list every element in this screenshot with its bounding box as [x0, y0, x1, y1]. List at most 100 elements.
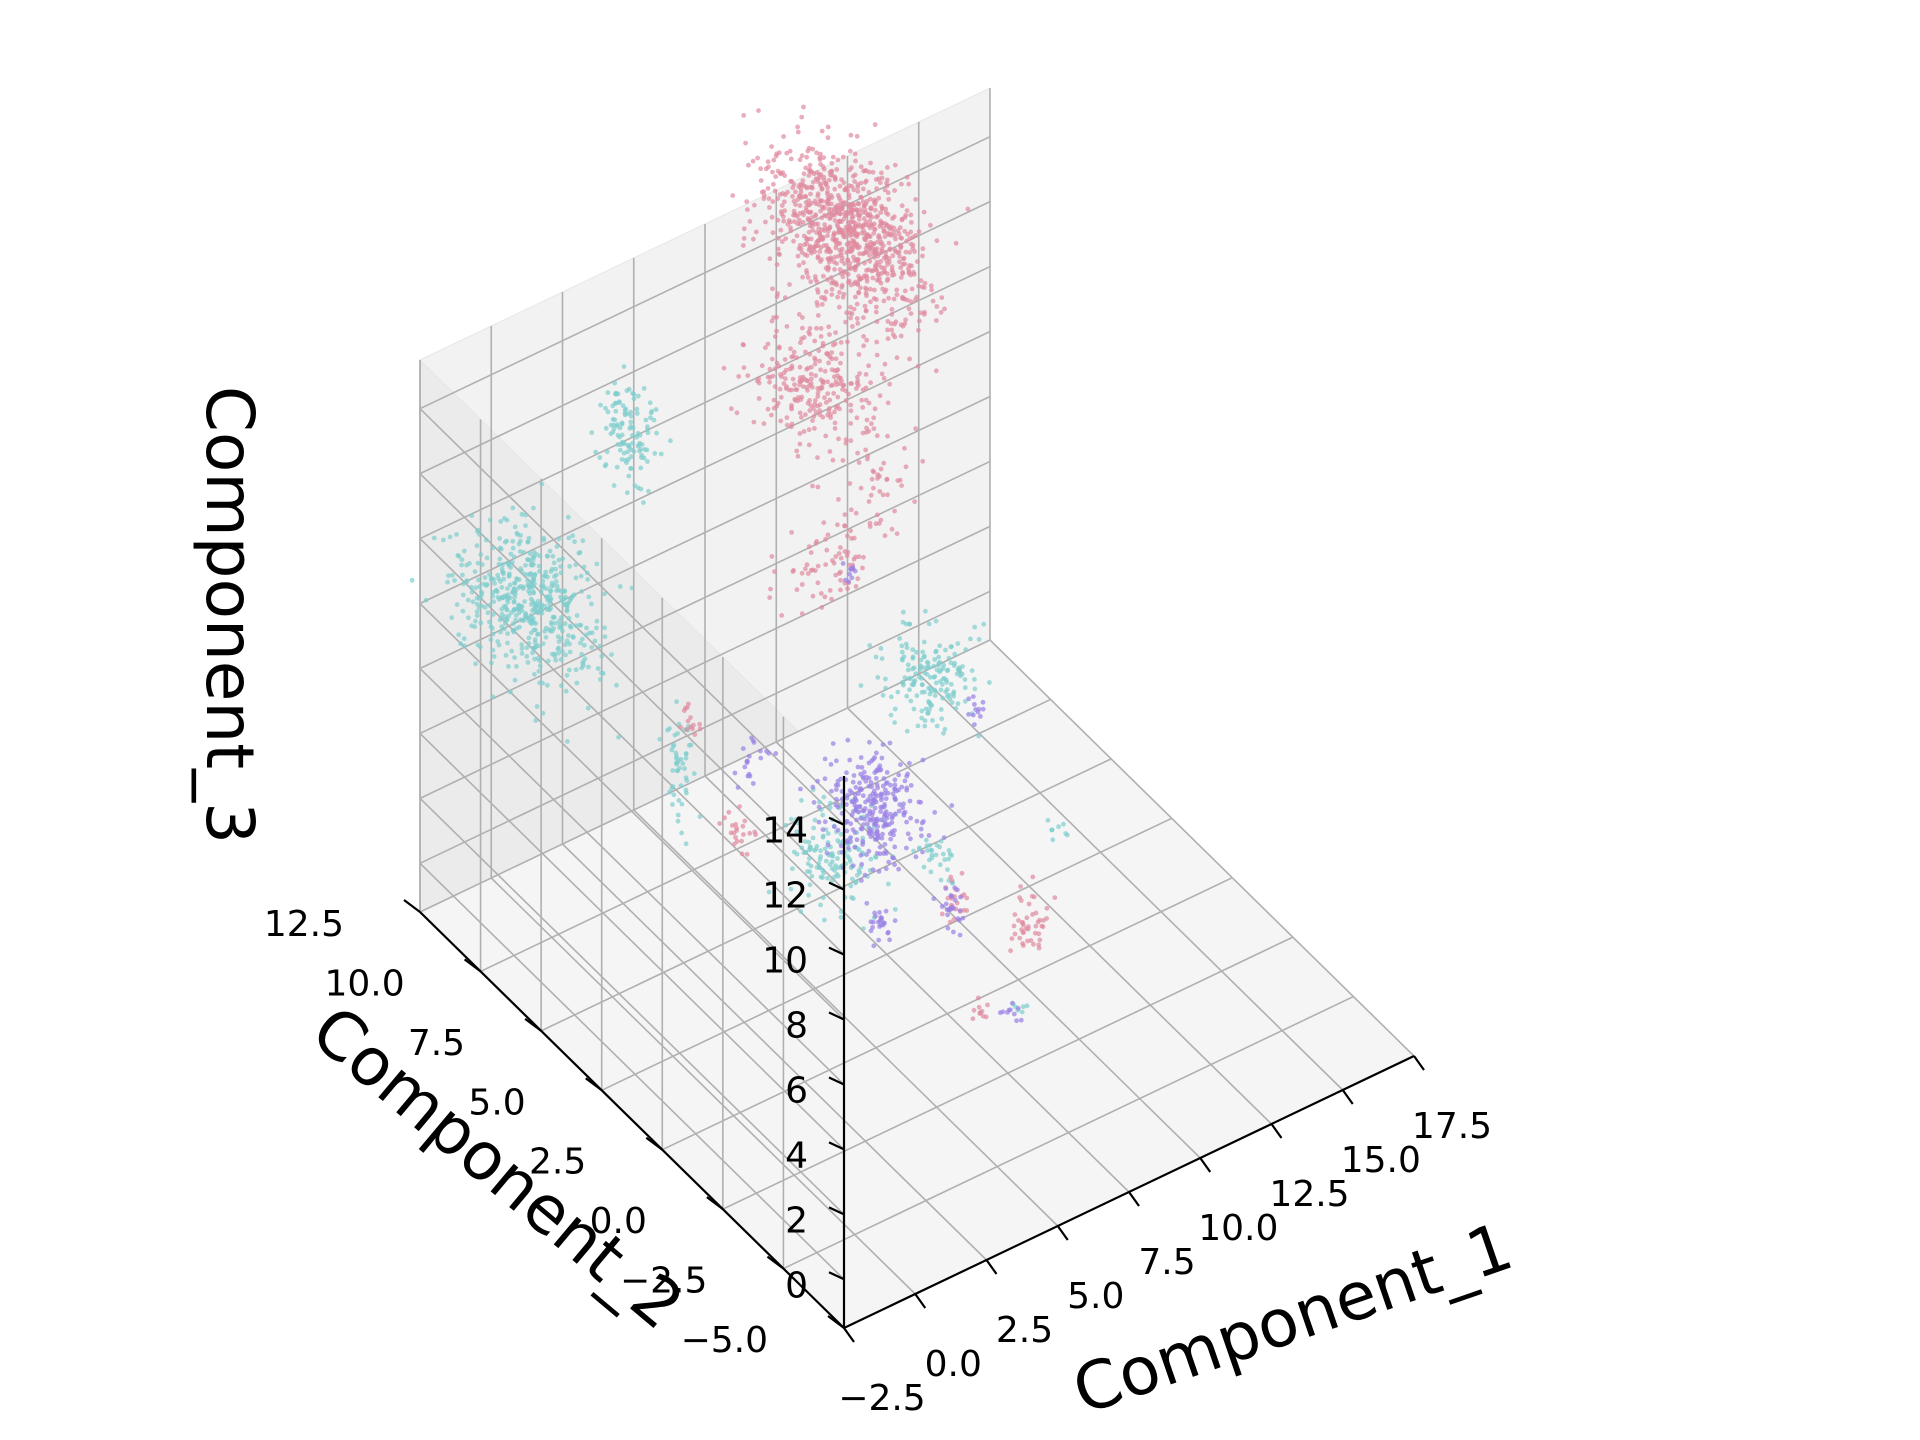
data-point [914, 818, 920, 824]
data-point [456, 632, 462, 638]
data-point [876, 195, 882, 201]
data-point [948, 660, 954, 666]
data-point [940, 682, 945, 687]
data-point [540, 578, 546, 584]
data-point [927, 686, 933, 691]
data-point [556, 557, 562, 563]
data-point [793, 387, 798, 392]
data-point [797, 431, 803, 436]
data-point [972, 722, 977, 727]
data-point [765, 341, 771, 347]
data-point [851, 254, 856, 260]
data-point [621, 450, 627, 456]
grid-line-z-back [419, 265, 991, 540]
data-point [845, 737, 851, 743]
data-point [558, 564, 563, 569]
data-point [856, 217, 862, 222]
data-point [780, 191, 786, 196]
data-point [825, 277, 830, 283]
data-point [915, 259, 920, 264]
data-point [852, 202, 857, 208]
data-point [871, 426, 877, 431]
data-point [813, 409, 819, 415]
data-point [511, 599, 517, 605]
data-point [634, 434, 640, 440]
data-point [894, 292, 900, 298]
data-point [490, 593, 496, 599]
data-point [488, 637, 494, 643]
data-point [913, 426, 918, 432]
data-point [578, 622, 584, 628]
data-point [904, 238, 909, 244]
y-tick [645, 1136, 663, 1151]
data-point [839, 378, 844, 384]
data-point [639, 452, 645, 458]
data-point [948, 681, 954, 687]
grid-line-z-left [419, 862, 845, 1280]
data-point [892, 862, 897, 868]
data-point [805, 202, 811, 208]
data-point [970, 712, 976, 718]
data-point [876, 234, 881, 240]
data-point [791, 238, 796, 244]
data-point [820, 379, 826, 384]
data-point [499, 624, 505, 629]
data-point [882, 361, 888, 367]
data-point [808, 191, 813, 197]
data-point [789, 530, 794, 535]
data-point [969, 668, 975, 673]
data-point [897, 636, 902, 641]
data-point [771, 315, 776, 320]
data-point [952, 651, 958, 657]
data-point [556, 639, 562, 644]
data-point [845, 586, 850, 591]
data-point [866, 848, 872, 854]
data-point [567, 598, 573, 603]
data-point [776, 345, 782, 351]
data-point [846, 192, 852, 198]
data-point [462, 643, 467, 649]
data-point [680, 761, 686, 766]
data-point [741, 342, 746, 348]
data-point [776, 235, 781, 241]
data-point [504, 517, 510, 523]
data-point [844, 839, 850, 845]
data-point [829, 280, 834, 286]
y-tick [766, 1255, 785, 1270]
data-point [533, 627, 538, 633]
data-point [557, 622, 563, 627]
data-point [800, 220, 806, 225]
data-point [779, 613, 785, 618]
data-point [888, 782, 893, 788]
data-point [906, 306, 912, 312]
x-tick [914, 1293, 927, 1309]
data-point [826, 177, 832, 183]
data-point [898, 333, 904, 339]
data-point [470, 599, 476, 605]
data-point [878, 791, 884, 797]
data-point [543, 569, 549, 575]
data-point [539, 583, 544, 589]
data-point [797, 410, 803, 416]
data-point [862, 260, 867, 266]
data-point [512, 606, 518, 612]
data-point [808, 376, 814, 382]
data-point [949, 878, 955, 883]
data-point [611, 483, 617, 488]
data-point [733, 822, 739, 827]
data-point [784, 422, 790, 428]
data-point [838, 569, 843, 575]
data-point [734, 410, 740, 416]
data-point [892, 720, 897, 725]
data-point [792, 382, 797, 387]
data-point [877, 393, 883, 399]
data-point [454, 602, 460, 607]
data-point [535, 609, 540, 615]
data-point [828, 255, 834, 261]
data-point [801, 429, 807, 434]
data-point [805, 571, 811, 576]
data-point [873, 262, 879, 268]
data-point [885, 271, 890, 277]
data-point [815, 484, 821, 490]
data-point [795, 129, 801, 135]
